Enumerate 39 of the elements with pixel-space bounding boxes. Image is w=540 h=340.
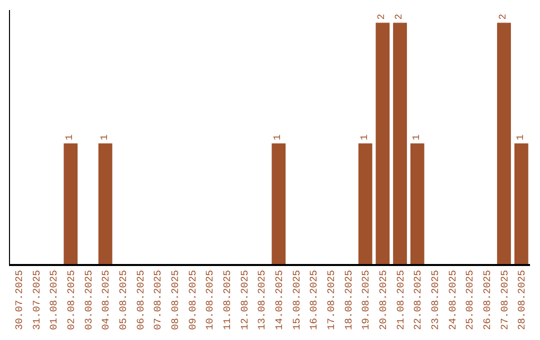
x-tick-label: 02.08.2025 [66,270,78,330]
x-tick-label: 13.08.2025 [258,270,269,330]
x-tick-label: 30.07.2025 [14,270,26,330]
x-tick-label: 06.08.2025 [136,270,148,330]
x-tick-label: 11.08.2025 [222,270,234,330]
x-tick-label: 03.08.2025 [84,270,96,330]
x-tick-label: 22.08.2025 [414,270,425,330]
x-tick-label: 14.08.2025 [274,270,286,330]
x-tick-label: 01.08.2025 [50,270,61,330]
x-tick-label: 16.08.2025 [310,270,321,330]
x-tick-label: 27.08.2025 [500,270,512,330]
x-tick-label: 23.08.2025 [430,270,442,330]
x-tick-label: 26.08.2025 [482,270,494,330]
data-label: 1 [412,134,423,140]
data-label: 2 [394,14,406,20]
x-tick-label: 15.08.2025 [292,270,304,330]
x-tick-label: 31.07.2025 [32,270,44,330]
x-tick-label: 04.08.2025 [102,270,113,330]
x-tick-label: 19.08.2025 [362,270,373,330]
x-tick-label: 08.08.2025 [170,270,182,330]
x-tick-label: 09.08.2025 [188,270,200,330]
data-label: 1 [273,134,284,140]
x-tick-label: 20.08.2025 [378,270,390,330]
x-tick-label: 10.08.2025 [206,270,217,330]
data-label: 1 [360,134,371,140]
x-tick-label: 24.08.2025 [448,270,460,330]
x-tick-label: 21.08.2025 [396,270,408,330]
data-label: 1 [65,134,76,140]
x-tick-label: 25.08.2025 [466,270,477,330]
x-tick-label: 17.08.2025 [326,270,338,330]
x-tick-label: 28.08.2025 [518,270,529,330]
x-tick-label: 18.08.2025 [344,270,356,330]
x-tick-label: 07.08.2025 [154,270,165,330]
x-tick-label: 12.08.2025 [240,270,252,330]
data-label: 2 [377,14,388,20]
x-tick-label: 05.08.2025 [118,270,130,330]
data-label: 2 [498,14,510,20]
data-label: 1 [516,134,527,140]
data-label: 1 [100,134,111,140]
